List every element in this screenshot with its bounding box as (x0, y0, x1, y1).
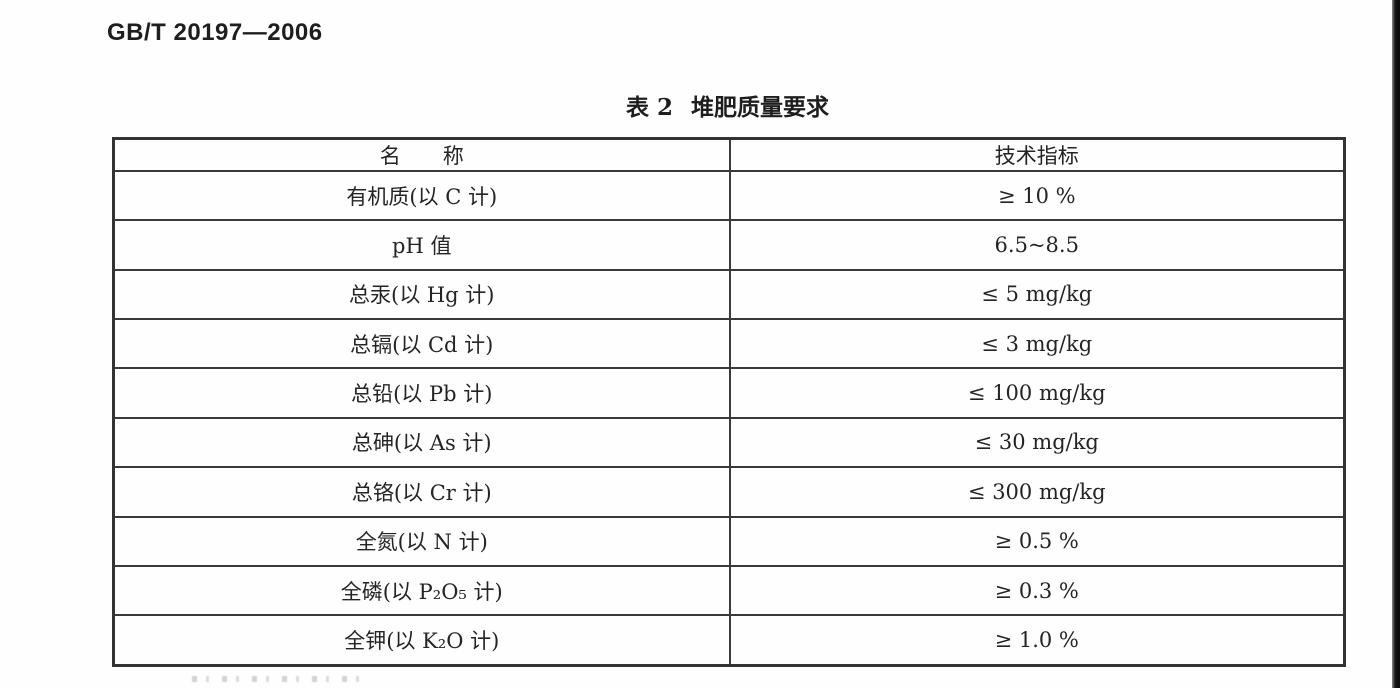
table-row: 有机质(以 C 计) ≥ 10 % (112, 169, 1346, 222)
indicator-value-cell: ≥ 0.5 % (728, 515, 1346, 567)
column-header-indicator: 技术指标 (728, 137, 1346, 172)
parameter-name-cell: 总镉(以 Cd 计) (112, 318, 731, 370)
standard-code: GB/T 20197—2006 (107, 19, 323, 46)
indicator-value-cell: ≤ 3 mg/kg (728, 318, 1346, 370)
indicator-value-cell: ≤ 30 mg/kg (728, 416, 1346, 469)
indicator-value-cell: 6.5~8.5 (728, 219, 1346, 271)
table-row: 总镉(以 Cd 计) ≤ 3 mg/kg (112, 318, 1346, 370)
table-row: 总汞(以 Hg 计) ≤ 5 mg/kg (112, 268, 1346, 321)
table-row: 总铅(以 Pb 计) ≤ 100 mg/kg (112, 367, 1346, 419)
scan-ink-artifact (192, 676, 370, 682)
indicator-value-cell: ≥ 0.3 % (728, 564, 1346, 617)
parameter-name-cell: 总铬(以 Cr 计) (112, 466, 731, 518)
parameter-name-cell: 总汞(以 Hg 计) (112, 268, 731, 321)
table-row: 全钾(以 K₂O 计) ≥ 1.0 % (112, 614, 1346, 667)
indicator-value-cell: ≥ 1.0 % (728, 614, 1346, 667)
parameter-name-cell: 全磷(以 P₂O₅ 计) (112, 564, 731, 617)
parameter-name-cell: 全氮(以 N 计) (112, 515, 731, 567)
table-row: 全氮(以 N 计) ≥ 0.5 % (112, 515, 1346, 567)
table-number: 表 2 (625, 94, 673, 121)
parameter-name-cell: 有机质(以 C 计) (112, 169, 731, 222)
table-row: pH 值 6.5~8.5 (112, 219, 1346, 271)
table-row: 总砷(以 As 计) ≤ 30 mg/kg (112, 416, 1346, 469)
parameter-name-cell: pH 值 (112, 219, 731, 271)
scanner-edge-strip (1392, 0, 1400, 688)
parameter-name-cell: 总砷(以 As 计) (112, 416, 731, 469)
indicator-value-cell: ≤ 300 mg/kg (728, 466, 1346, 518)
column-header-name: 名 称 (112, 137, 731, 172)
parameter-name-cell: 全钾(以 K₂O 计) (112, 614, 731, 667)
indicator-value-cell: ≤ 5 mg/kg (728, 268, 1346, 321)
table-header-row: 名 称 技术指标 (112, 137, 1346, 172)
indicator-value-cell: ≤ 100 mg/kg (728, 367, 1346, 419)
table-row: 全磷(以 P₂O₅ 计) ≥ 0.3 % (112, 564, 1346, 617)
parameter-name-cell: 总铅(以 Pb 计) (112, 367, 731, 419)
compost-quality-table: 名 称 技术指标 有机质(以 C 计) ≥ 10 % pH 值 6.5~8.5 … (112, 137, 1346, 667)
table-caption: 表 2 堆肥质量要求 (112, 88, 1343, 122)
table-row: 总铬(以 Cr 计) ≤ 300 mg/kg (112, 466, 1346, 518)
indicator-value-cell: ≥ 10 % (728, 169, 1346, 222)
table-title: 堆肥质量要求 (691, 94, 829, 121)
